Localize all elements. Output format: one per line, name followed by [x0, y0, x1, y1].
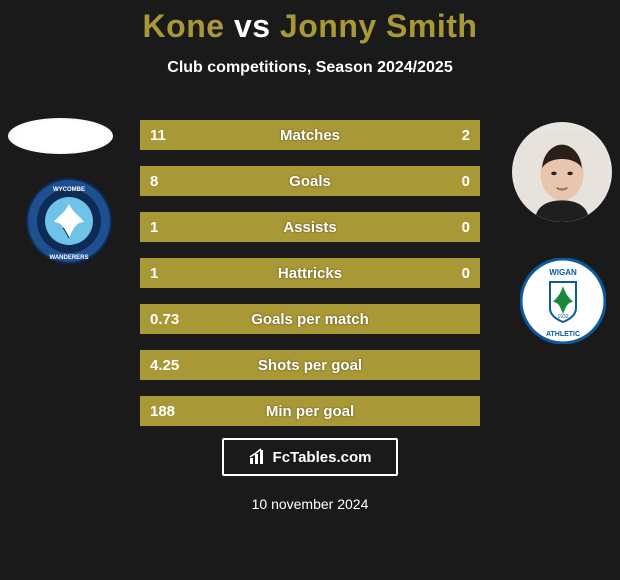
stat-label: Shots per goal — [140, 350, 480, 380]
svg-text:WIGAN: WIGAN — [549, 268, 577, 277]
vs-text: vs — [234, 8, 271, 44]
comparison-card: Kone vs Jonny Smith Club competitions, S… — [0, 0, 620, 580]
stat-label: Goals — [140, 166, 480, 196]
stat-row: 112Matches — [140, 120, 480, 150]
player2-club-badge: WIGAN ATHLETIC 1932 — [520, 258, 606, 344]
stat-label: Hattricks — [140, 258, 480, 288]
chart-icon — [249, 448, 267, 466]
svg-text:ATHLETIC: ATHLETIC — [546, 331, 580, 338]
player1-avatar — [8, 118, 113, 154]
stat-row: 4.25Shots per goal — [140, 350, 480, 380]
brand-box: FcTables.com — [222, 438, 398, 476]
stat-row: 10Assists — [140, 212, 480, 242]
wigan-badge-icon: WIGAN ATHLETIC 1932 — [520, 258, 606, 344]
svg-text:1932: 1932 — [557, 314, 568, 320]
player2-avatar — [512, 122, 612, 222]
stat-row: 188Min per goal — [140, 396, 480, 426]
wycombe-badge-icon: WYCOMBE WANDERERS — [26, 178, 112, 264]
face-icon — [517, 132, 607, 222]
stat-row: 10Hattricks — [140, 258, 480, 288]
svg-text:WYCOMBE: WYCOMBE — [53, 187, 85, 193]
stat-row: 80Goals — [140, 166, 480, 196]
svg-text:WANDERERS: WANDERERS — [49, 255, 88, 261]
brand-text: FcTables.com — [273, 449, 372, 466]
player1-club-badge: WYCOMBE WANDERERS — [26, 178, 112, 264]
subtitle: Club competitions, Season 2024/2025 — [0, 59, 620, 77]
stat-label: Min per goal — [140, 396, 480, 426]
stat-label: Matches — [140, 120, 480, 150]
player1-name: Kone — [143, 8, 225, 44]
player2-name: Jonny Smith — [280, 8, 478, 44]
stat-row: 0.73Goals per match — [140, 304, 480, 334]
title: Kone vs Jonny Smith — [0, 0, 620, 45]
stat-label: Goals per match — [140, 304, 480, 334]
footer-date: 10 november 2024 — [0, 496, 620, 512]
stat-label: Assists — [140, 212, 480, 242]
stats-rows: 112Matches 80Goals 10Assists 10Hattricks 0.7… — [140, 120, 480, 442]
